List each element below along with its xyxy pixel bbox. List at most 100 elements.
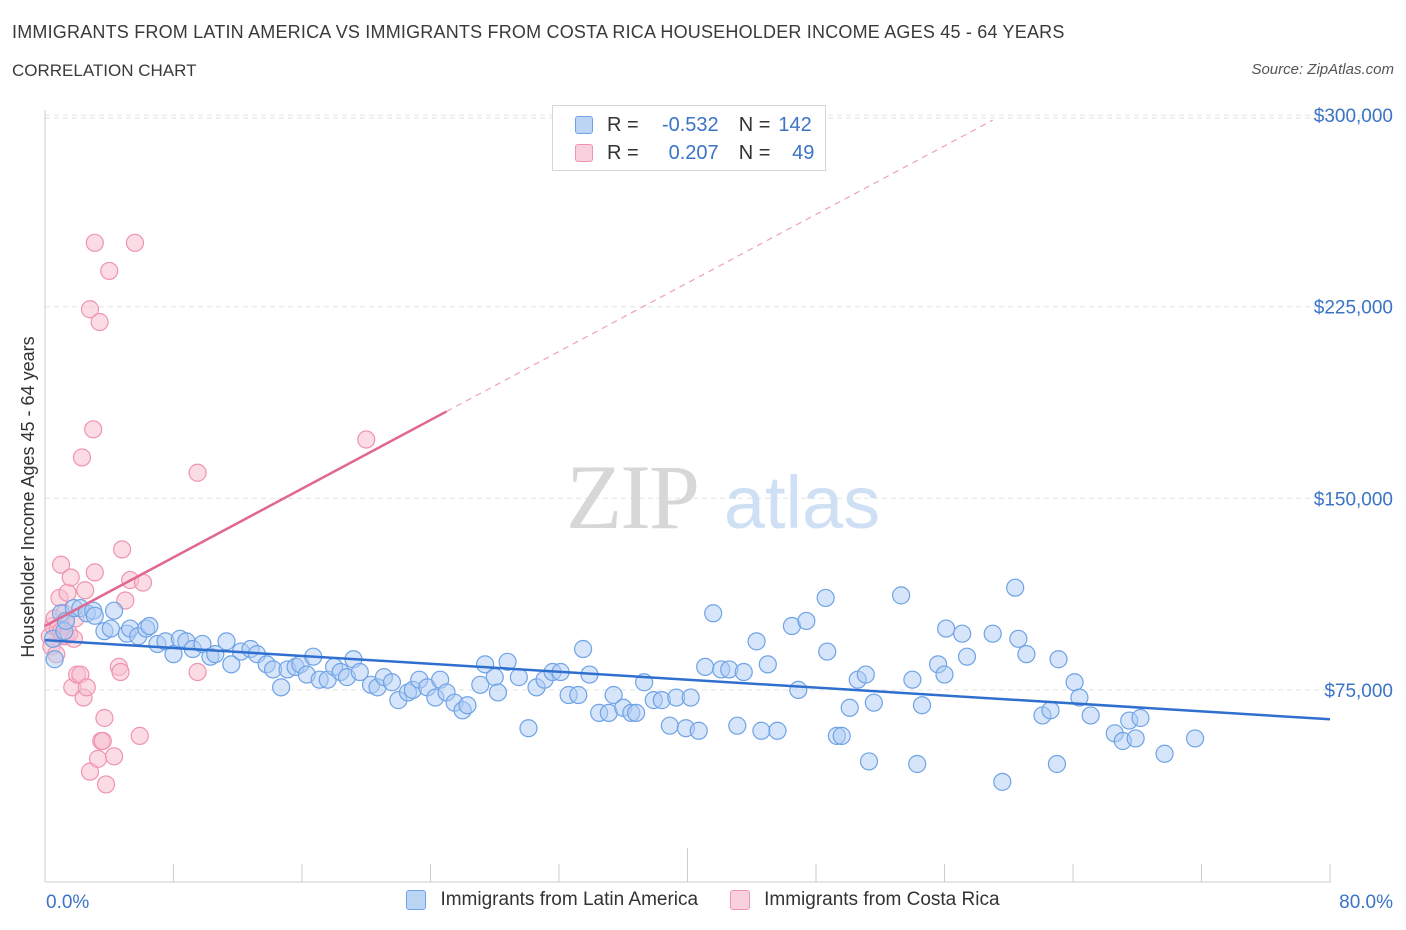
- data-point-latin-america: [626, 703, 646, 722]
- y-tick-label: $300,000: [1314, 106, 1393, 127]
- data-point-latin-america: [1049, 650, 1068, 669]
- data-point-costa-rica: [93, 731, 112, 751]
- y-axis-label: Householder Income Ages 45 - 64 years: [18, 336, 38, 657]
- watermark-zip: ZIP: [566, 446, 698, 548]
- data-point-costa-rica: [58, 583, 77, 602]
- legend-row-latin-america: R = -0.532 N = 142: [575, 113, 812, 137]
- data-point-latin-america: [1155, 744, 1174, 763]
- data-point-costa-rica: [125, 233, 145, 252]
- data-point-latin-america: [704, 604, 723, 623]
- legend-n-label: N =: [738, 113, 771, 136]
- data-point-costa-rica: [100, 261, 119, 281]
- data-point-latin-america: [350, 662, 369, 682]
- data-point-latin-america: [498, 652, 517, 671]
- data-point-latin-america: [604, 685, 623, 705]
- data-point-costa-rica: [104, 747, 124, 766]
- trend-lines: [44, 119, 1331, 721]
- data-point-latin-america: [768, 721, 787, 740]
- data-point-latin-america: [957, 647, 977, 666]
- data-point-latin-america: [1017, 645, 1036, 664]
- data-point-costa-rica: [76, 581, 95, 600]
- data-point-costa-rica: [72, 448, 92, 467]
- data-point-latin-america: [937, 619, 956, 638]
- data-point-latin-america: [734, 662, 753, 682]
- data-point-latin-america: [818, 642, 837, 661]
- data-point-latin-america: [488, 683, 508, 702]
- data-point-latin-america: [840, 698, 859, 717]
- legend-n-value: 142: [778, 113, 812, 136]
- latin-america-points: [43, 578, 1205, 791]
- data-point-costa-rica: [188, 662, 207, 682]
- x-tick-label-min: 0.0%: [46, 892, 89, 913]
- data-point-latin-america: [797, 611, 816, 631]
- data-point-latin-america: [1041, 701, 1060, 720]
- data-point-latin-america: [993, 772, 1012, 791]
- data-point-latin-america: [573, 639, 593, 659]
- trend-line-costa-rica-extension: [446, 119, 993, 412]
- data-point-costa-rica: [357, 430, 376, 449]
- data-point-latin-america: [471, 675, 490, 694]
- data-point-latin-america: [983, 624, 1002, 643]
- data-point-latin-america: [1126, 729, 1145, 748]
- data-point-costa-rica: [188, 463, 207, 482]
- data-point-latin-america: [953, 624, 972, 643]
- data-point-latin-america: [832, 726, 851, 745]
- data-point-latin-america: [222, 655, 241, 674]
- y-tick-label: $225,000: [1314, 298, 1393, 319]
- watermark: ZIP atlas: [566, 446, 880, 548]
- tick-labels: $75,000 $150,000 $225,000 $300,000 0.0% 80.0%: [46, 106, 1393, 913]
- data-point-latin-america: [1081, 706, 1100, 725]
- data-point-latin-america: [569, 685, 588, 705]
- data-point-latin-america: [140, 616, 159, 636]
- data-point-latin-america: [747, 632, 766, 651]
- data-point-latin-america: [1009, 629, 1028, 648]
- data-point-latin-america: [101, 619, 120, 638]
- data-point-latin-america: [104, 601, 124, 620]
- data-point-costa-rica: [130, 726, 149, 745]
- data-point-latin-america: [789, 680, 808, 699]
- data-point-latin-america: [856, 665, 875, 684]
- source-credit: Source: ZipAtlas.com: [1251, 61, 1394, 78]
- series-legend: Immigrants from Latin America Immigrants…: [0, 889, 1406, 911]
- legend-swatch-blue: [406, 890, 427, 910]
- data-point-latin-america: [272, 678, 291, 697]
- data-point-latin-america: [1065, 673, 1084, 692]
- data-point-latin-america: [217, 632, 236, 651]
- data-point-latin-america: [816, 588, 835, 608]
- legend-n-label: N =: [738, 141, 771, 164]
- chart-subtitle: CORRELATION CHART: [12, 61, 197, 80]
- axes: [44, 110, 1331, 883]
- data-point-latin-america: [458, 696, 477, 715]
- data-point-latin-america: [1131, 708, 1150, 728]
- y-tick-label: $75,000: [1324, 681, 1393, 702]
- legend-label-costa-rica: Immigrants from Costa Rica: [764, 889, 1000, 910]
- data-point-costa-rica: [77, 678, 96, 697]
- data-point-latin-america: [758, 655, 777, 674]
- data-point-latin-america: [1070, 688, 1089, 707]
- data-point-latin-america: [696, 657, 715, 677]
- costa-rica-points: [40, 233, 376, 794]
- data-point-costa-rica: [88, 749, 108, 768]
- data-point-costa-rica: [80, 300, 100, 319]
- trend-line-costa-rica: [44, 410, 448, 628]
- data-point-latin-america: [864, 693, 883, 712]
- data-point-latin-america: [485, 668, 504, 687]
- data-point-costa-rica: [95, 708, 114, 728]
- data-point-latin-america: [660, 716, 679, 735]
- data-point-latin-america: [752, 721, 771, 740]
- stats-legend: R = -0.532 N = 142 R = 0.207 N = 49: [552, 105, 826, 171]
- watermark-atlas: atlas: [724, 461, 880, 544]
- y-tick-label: $150,000: [1314, 489, 1393, 510]
- legend-item-costa-rica: Immigrants from Costa Rica: [730, 889, 1000, 911]
- data-point-latin-america: [382, 673, 402, 692]
- legend-n-value: 49: [792, 141, 815, 164]
- data-point-latin-america: [728, 716, 747, 735]
- data-point-latin-america: [912, 696, 932, 715]
- data-point-costa-rica: [84, 420, 103, 439]
- data-point-latin-america: [164, 645, 183, 664]
- data-point-costa-rica: [90, 312, 109, 332]
- data-point-latin-america: [689, 721, 708, 740]
- data-point-costa-rica: [116, 591, 135, 610]
- data-point-latin-america: [859, 752, 879, 771]
- legend-label-latin-america: Immigrants from Latin America: [440, 889, 699, 910]
